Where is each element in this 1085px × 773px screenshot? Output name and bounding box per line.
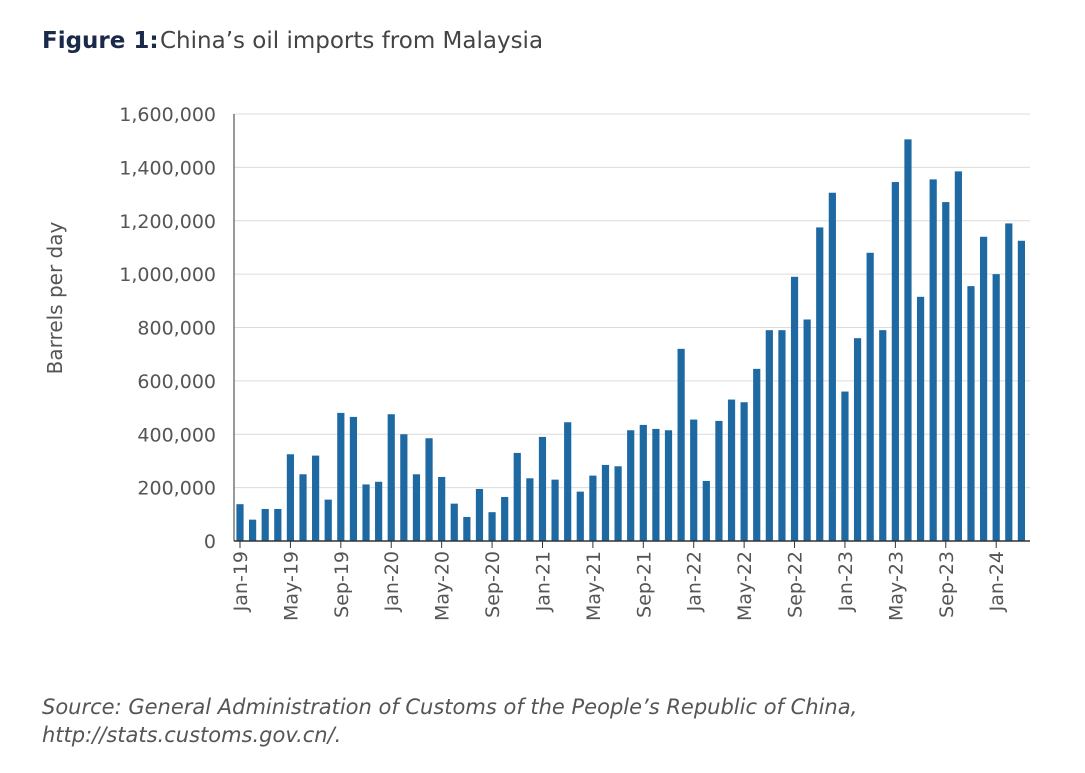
bar xyxy=(753,368,761,541)
y-tick-label: 1,400,000 xyxy=(119,157,216,179)
x-tick-label: May-19 xyxy=(280,551,302,621)
bar xyxy=(866,252,874,541)
bar xyxy=(639,424,647,541)
bar xyxy=(463,516,471,541)
bar xyxy=(614,466,622,541)
x-tick-label: Sep-20 xyxy=(482,551,504,618)
x-tick-label: May-20 xyxy=(432,551,454,621)
bar xyxy=(601,464,610,541)
x-tick-label: Sep-23 xyxy=(936,551,958,618)
bar xyxy=(551,479,559,541)
bar xyxy=(841,391,849,541)
x-tick-label: Sep-22 xyxy=(785,551,807,618)
bar xyxy=(992,274,1000,541)
source-note: http://stats.customs.gov.cn/. xyxy=(42,723,341,747)
bar xyxy=(677,348,685,541)
y-tick-label: 600,000 xyxy=(137,371,216,393)
bar xyxy=(236,504,244,541)
figure-label: Figure 1: xyxy=(42,28,159,54)
bar xyxy=(702,480,710,541)
bar xyxy=(438,476,446,541)
bar xyxy=(526,478,534,541)
bar xyxy=(727,399,736,541)
bar xyxy=(362,484,370,541)
y-tick-label: 800,000 xyxy=(137,318,216,340)
bar xyxy=(1017,240,1025,541)
bar xyxy=(501,496,509,541)
bar xyxy=(337,412,345,541)
bar xyxy=(803,319,811,541)
bar xyxy=(790,276,799,541)
bar xyxy=(475,488,484,541)
bar xyxy=(916,296,925,541)
bar xyxy=(652,428,660,541)
bar xyxy=(538,436,547,541)
bar xyxy=(425,438,433,541)
source-note: Source: General Administration of Custom… xyxy=(42,695,857,719)
bar xyxy=(349,416,358,541)
bar xyxy=(740,402,748,541)
bar xyxy=(589,475,597,541)
x-tick-label: May-23 xyxy=(885,551,907,621)
bar xyxy=(249,519,257,541)
bar xyxy=(979,236,988,541)
x-tick-label: Jan-24 xyxy=(986,551,1008,612)
bar xyxy=(261,508,269,541)
x-tick-label: Jan-22 xyxy=(684,551,706,612)
bar xyxy=(412,474,421,541)
y-tick-label: 400,000 xyxy=(137,424,216,446)
bar xyxy=(967,286,975,541)
bar xyxy=(1005,223,1013,541)
bar xyxy=(375,481,383,541)
bar xyxy=(904,139,912,541)
x-tick-label: Sep-19 xyxy=(331,551,353,618)
bar xyxy=(387,414,395,541)
x-tick-label: Jan-19 xyxy=(230,551,252,612)
x-tick-label: May-22 xyxy=(734,551,756,621)
bar xyxy=(274,508,282,541)
x-tick-label: Jan-23 xyxy=(835,551,857,612)
bar xyxy=(891,182,899,541)
bar xyxy=(450,503,458,541)
bar xyxy=(765,330,773,541)
bar xyxy=(564,422,572,541)
bar xyxy=(312,455,320,541)
y-tick-label: 0 xyxy=(204,531,216,553)
x-tick-label: Jan-20 xyxy=(381,551,403,612)
bar xyxy=(879,330,887,541)
bar xyxy=(400,434,408,541)
y-tick-label: 1,000,000 xyxy=(119,264,216,286)
bar xyxy=(664,430,673,541)
bar xyxy=(929,179,937,541)
bar xyxy=(715,420,723,541)
y-tick-label: 1,200,000 xyxy=(119,211,216,233)
y-tick-label: 1,600,000 xyxy=(119,104,216,126)
bar xyxy=(513,452,521,541)
bar xyxy=(853,338,862,541)
x-tick-label: May-21 xyxy=(583,551,605,621)
bar xyxy=(954,171,962,542)
bar xyxy=(286,454,295,541)
bar xyxy=(816,227,824,541)
y-tick-label: 200,000 xyxy=(137,478,216,500)
bar xyxy=(627,430,635,541)
bar xyxy=(828,192,836,541)
chart-title: China’s oil imports from Malaysia xyxy=(160,28,543,54)
x-tick-label: Jan-21 xyxy=(532,551,554,612)
bar xyxy=(576,491,584,541)
x-tick-label: Sep-21 xyxy=(633,551,655,618)
bar xyxy=(299,474,307,541)
bar xyxy=(778,330,786,541)
bar xyxy=(690,419,698,541)
bar xyxy=(942,202,950,541)
bar xyxy=(488,512,496,541)
y-axis-label: Barrels per day xyxy=(43,222,67,375)
bar xyxy=(324,499,332,541)
